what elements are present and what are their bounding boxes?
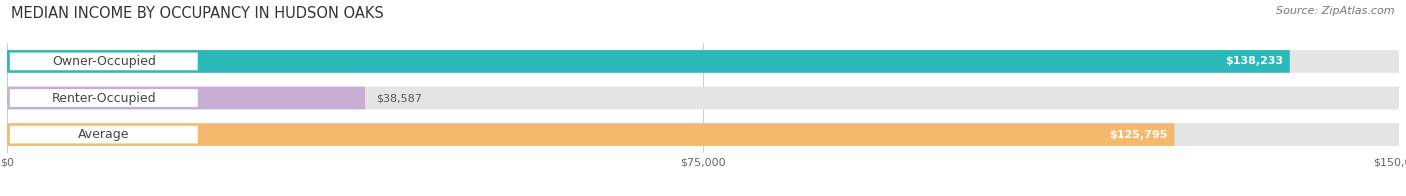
Text: $138,233: $138,233 <box>1225 56 1282 66</box>
FancyBboxPatch shape <box>7 123 1174 146</box>
Text: $125,795: $125,795 <box>1109 130 1167 140</box>
Text: Owner-Occupied: Owner-Occupied <box>52 55 156 68</box>
Text: Source: ZipAtlas.com: Source: ZipAtlas.com <box>1277 6 1395 16</box>
FancyBboxPatch shape <box>10 89 198 107</box>
FancyBboxPatch shape <box>7 50 1289 73</box>
Text: Average: Average <box>77 128 129 141</box>
FancyBboxPatch shape <box>7 87 366 109</box>
FancyBboxPatch shape <box>7 123 1399 146</box>
Text: Renter-Occupied: Renter-Occupied <box>52 92 156 104</box>
Text: $38,587: $38,587 <box>377 93 422 103</box>
Text: MEDIAN INCOME BY OCCUPANCY IN HUDSON OAKS: MEDIAN INCOME BY OCCUPANCY IN HUDSON OAK… <box>11 6 384 21</box>
FancyBboxPatch shape <box>10 126 198 143</box>
FancyBboxPatch shape <box>7 50 1399 73</box>
FancyBboxPatch shape <box>10 53 198 70</box>
FancyBboxPatch shape <box>7 87 1399 109</box>
